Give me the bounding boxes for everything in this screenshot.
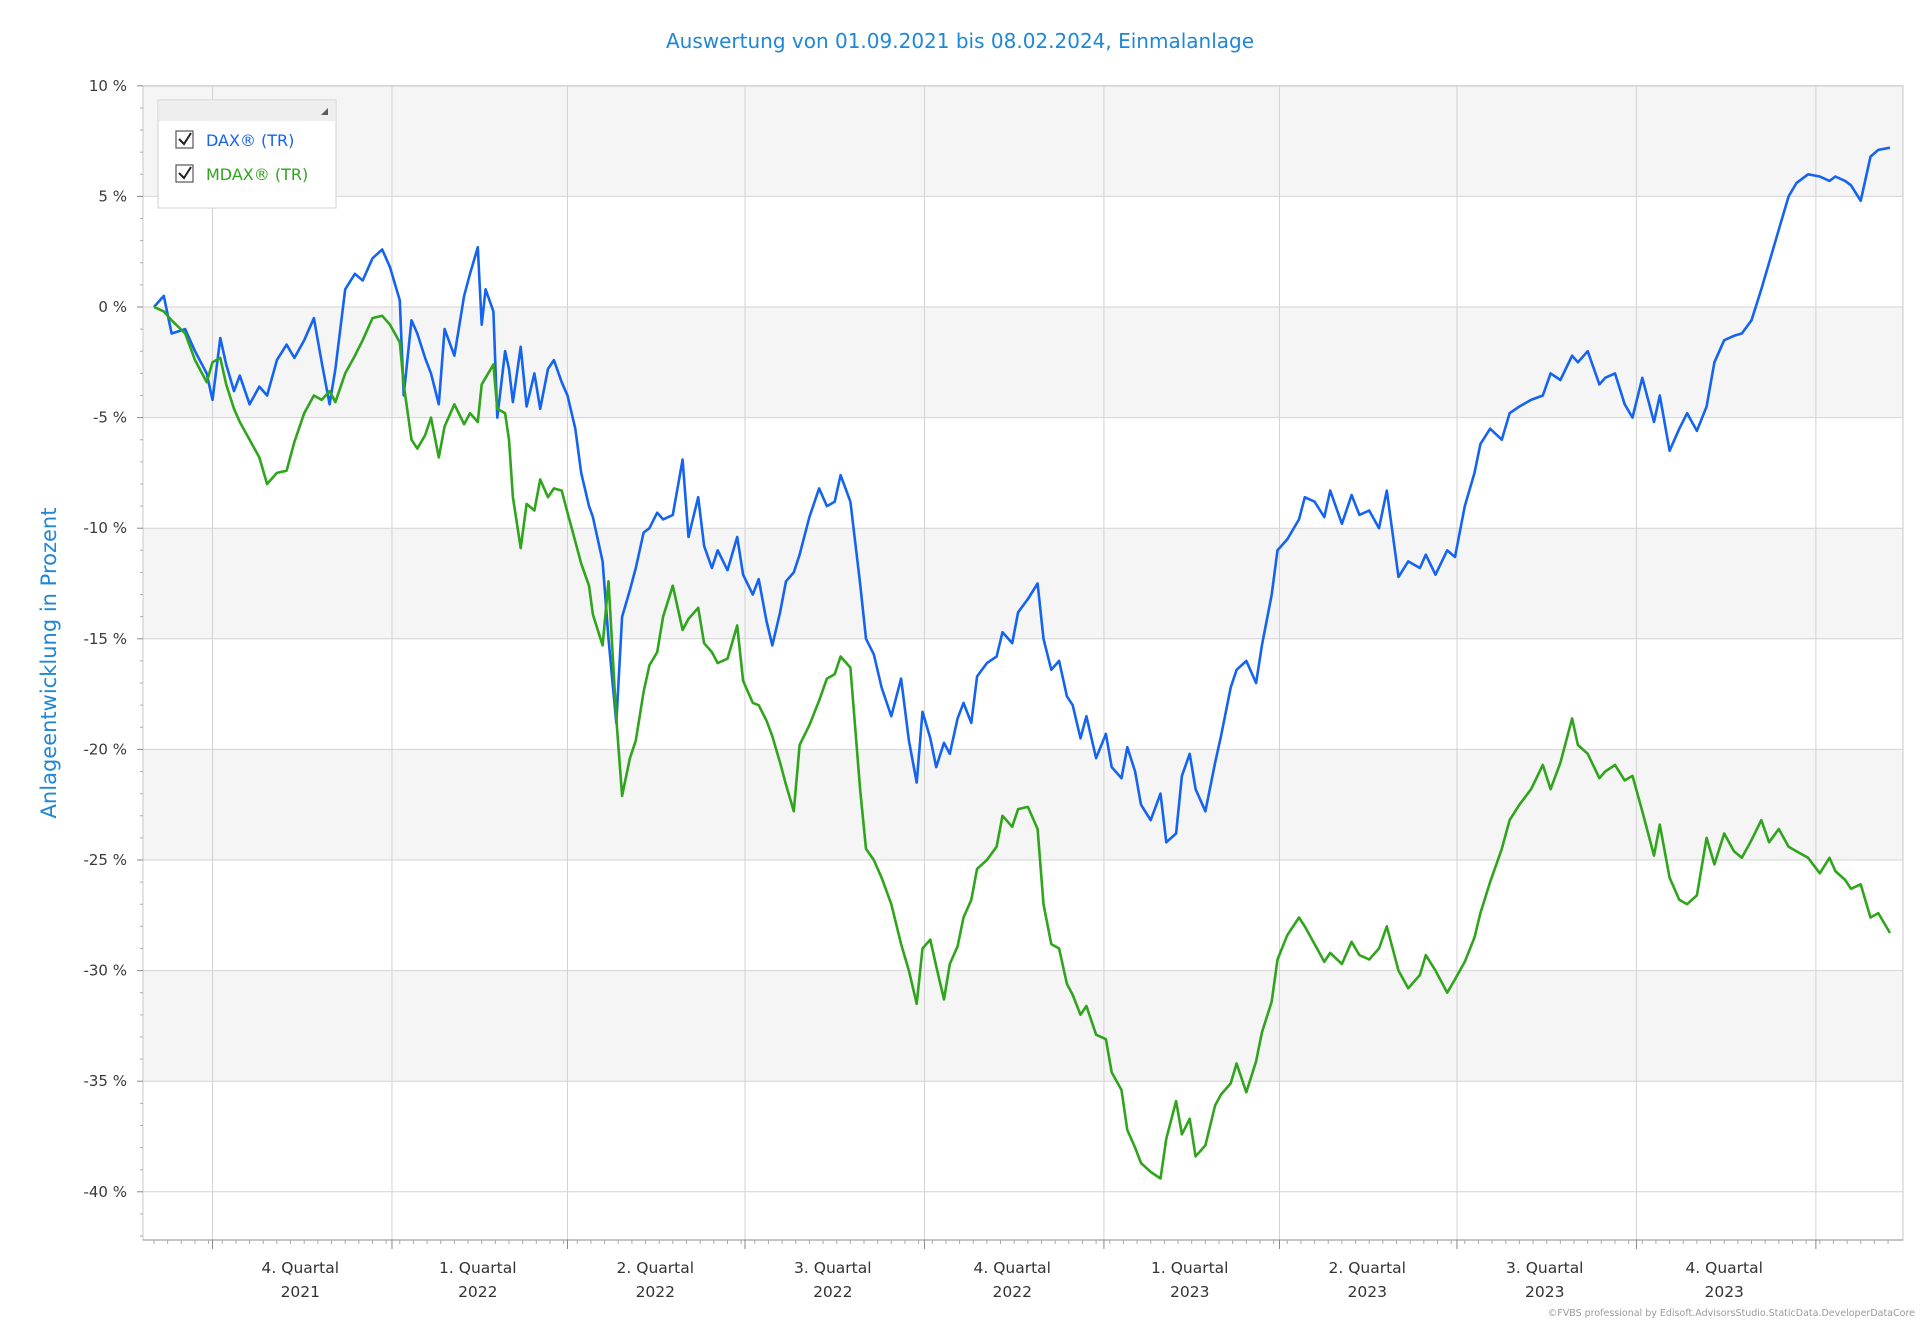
y-tick-label: 10 % (89, 77, 127, 95)
x-tick-label: 2. Quartal (1328, 1259, 1406, 1277)
grid-band (143, 86, 1903, 197)
legend-header (159, 101, 335, 121)
x-tick-label: 2021 (281, 1283, 320, 1301)
legend-collapse-icon[interactable] (321, 108, 328, 115)
x-tick-label: 4. Quartal (1685, 1259, 1763, 1277)
x-tick-label: 2022 (458, 1283, 497, 1301)
legend-item-mdax[interactable]: MDAX® (TR) (175, 164, 308, 184)
x-axis: 4. Quartal 2021 1. Quartal 2022 2. Quartal 20… (143, 1239, 1903, 1301)
chart-title: Auswertung von 01.09.2021 bis 08.02.2024… (666, 29, 1254, 53)
grid-band (143, 970, 1903, 1082)
x-tick-label: 2023 (1525, 1283, 1564, 1301)
x-tick-label: 3. Quartal (1506, 1259, 1584, 1277)
checkmark-icon (178, 166, 192, 180)
x-tick-label: 2022 (813, 1283, 852, 1301)
legend-label-mdax: MDAX® (TR) (206, 165, 308, 184)
legend-item-dax[interactable]: DAX® (TR) (175, 130, 294, 150)
grid-band (143, 528, 1903, 639)
checkmark-icon (178, 132, 192, 146)
y-tick-label: -5 % (93, 409, 127, 427)
x-tick-label: 4. Quartal (973, 1259, 1051, 1277)
x-tick-label: 2. Quartal (617, 1259, 695, 1277)
y-tick-label: -40 % (83, 1183, 127, 1201)
y-tick-label: -15 % (83, 630, 127, 648)
x-tick-label: 2022 (636, 1283, 675, 1301)
x-tick-label: 3. Quartal (794, 1259, 872, 1277)
x-tick-label: 1. Quartal (1151, 1259, 1229, 1277)
legend[interactable]: DAX® (TR) MDAX® (TR) (157, 99, 337, 209)
y-tick-label: 5 % (98, 187, 127, 205)
copyright-footer: ©FVBS professional by Edisoft.AdvisorsSt… (1548, 1308, 1915, 1319)
series-layer (153, 146, 1892, 1180)
y-tick-label: -30 % (83, 962, 127, 980)
series-line-dax (153, 146, 1891, 844)
x-tick-label: 2023 (1170, 1283, 1209, 1301)
y-tick-label: -10 % (83, 519, 127, 537)
y-tick-label: 0 % (98, 298, 127, 316)
vertical-gridlines (212, 86, 1817, 1240)
x-tick-label: 2023 (1348, 1283, 1387, 1301)
y-tick-label: -25 % (83, 851, 127, 869)
x-tick-label: 2022 (993, 1283, 1032, 1301)
x-tick-label: 1. Quartal (439, 1259, 517, 1277)
legend-label-dax: DAX® (TR) (206, 131, 294, 150)
y-tick-label: -20 % (83, 740, 127, 758)
y-axis-ticks: 10 % 5 % 0 % -5 % -10 % -15 % -20 % -25 % -30 % -… (83, 77, 143, 1237)
grid-band (143, 749, 1903, 860)
y-tick-label: -35 % (83, 1072, 127, 1090)
x-tick-label: 2023 (1704, 1283, 1743, 1301)
plot-background (143, 86, 1903, 1240)
y-axis-label: Anlageentwicklung in Prozent (37, 508, 61, 819)
series-line-mdax (153, 305, 1892, 1180)
x-tick-label: 4. Quartal (262, 1259, 340, 1277)
